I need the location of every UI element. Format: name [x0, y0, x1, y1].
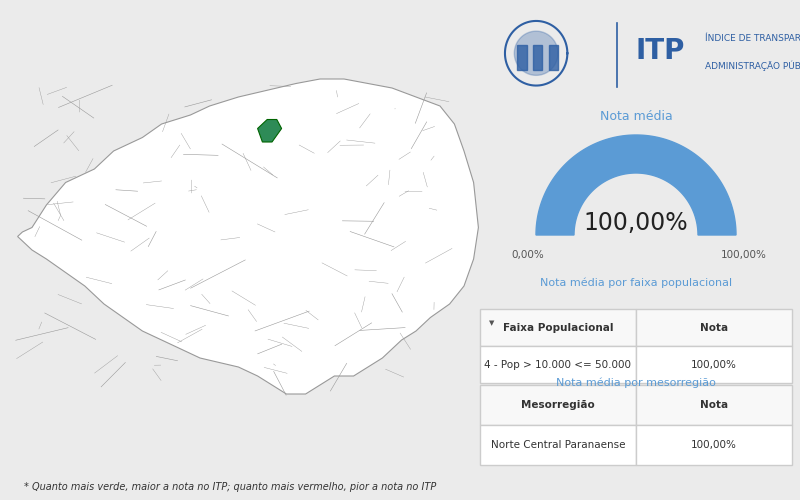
Text: 100,00%: 100,00% [721, 250, 767, 260]
Text: ITP: ITP [636, 36, 686, 64]
Polygon shape [18, 79, 478, 394]
Polygon shape [258, 120, 282, 142]
Text: ÍNDICE DE TRANSPARÊNCIA: ÍNDICE DE TRANSPARÊNCIA [705, 34, 800, 43]
Text: 0,00%: 0,00% [512, 250, 544, 260]
Text: Nota média por faixa populacional: Nota média por faixa populacional [540, 278, 732, 288]
Polygon shape [514, 31, 558, 76]
Text: Nota média: Nota média [600, 110, 672, 124]
Text: 100,00%: 100,00% [584, 211, 688, 235]
Text: ADMINISTRAÇÃO PÚBLICA: ADMINISTRAÇÃO PÚBLICA [705, 60, 800, 71]
Polygon shape [533, 44, 542, 70]
Text: ▼: ▼ [489, 320, 494, 326]
Text: * Quanto mais verde, maior a nota no ITP; quanto mais vermelho, pior a nota no I: * Quanto mais verde, maior a nota no ITP… [24, 482, 436, 492]
Polygon shape [549, 44, 558, 70]
Polygon shape [518, 44, 526, 70]
Text: Nota média por mesorregião: Nota média por mesorregião [556, 378, 716, 388]
Polygon shape [536, 135, 736, 235]
